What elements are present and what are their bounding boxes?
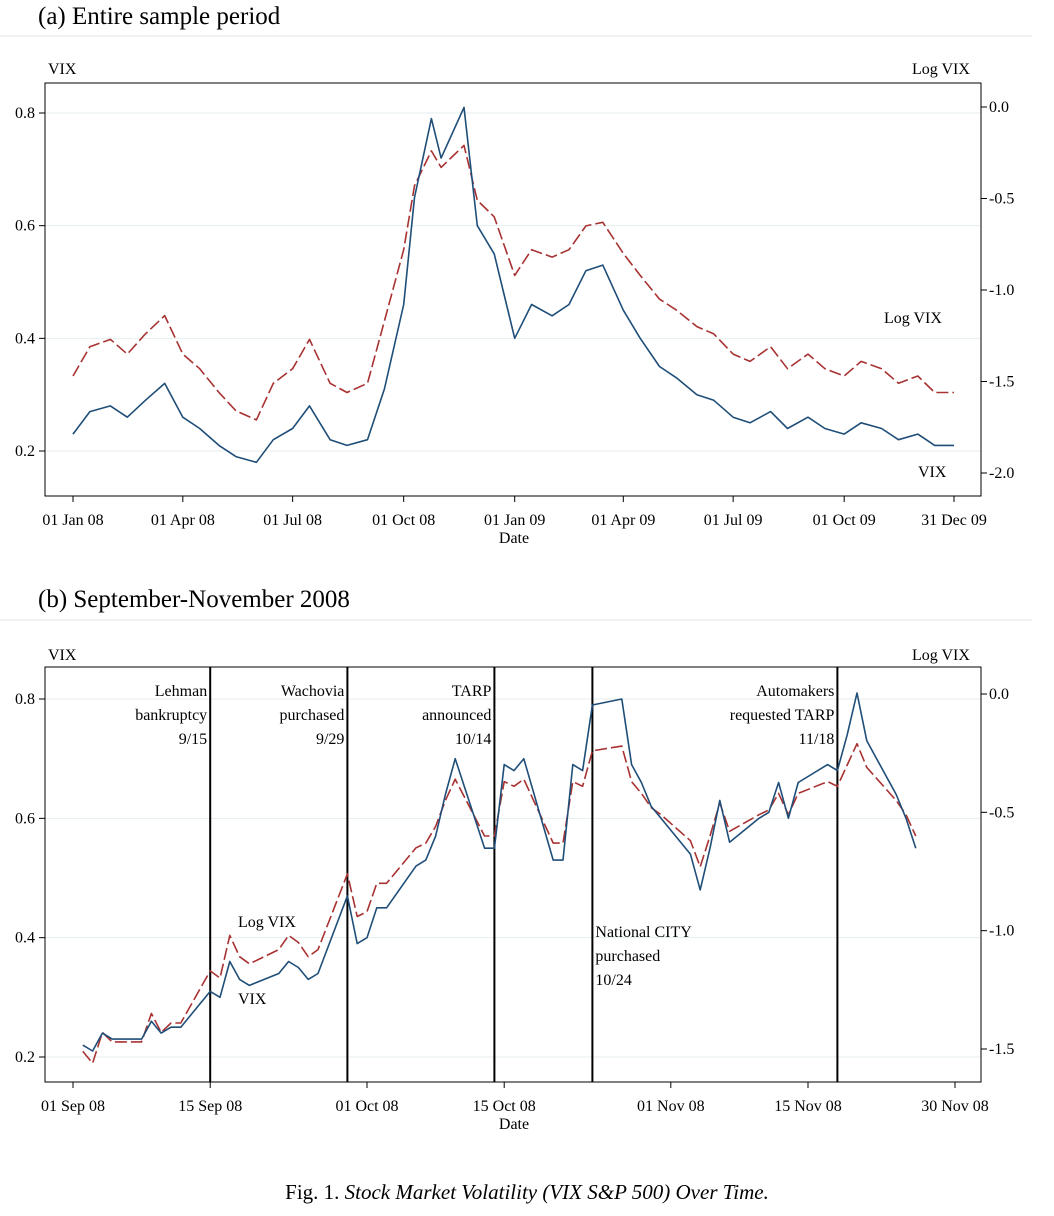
panel-b-ylabel-right: Log VIX [912, 647, 970, 664]
caption-prefix: Fig. 1. [285, 1180, 345, 1204]
x-tick-label: 01 Apr 09 [591, 512, 655, 529]
event-label: 9/15 [179, 731, 207, 748]
panel-b-plot-frame [44, 666, 982, 1083]
x-tick-label: 01 Jan 08 [42, 512, 103, 529]
y-tick-label-right: -1.5 [989, 1041, 1014, 1058]
panel-a-right-axis: 0.0 -0.5 -1.0 -1.5 -2.0 [981, 99, 1014, 482]
panel-a-plot-frame [44, 82, 982, 497]
panel-b: (b) September-November 2008 VIX Log VIX … [0, 586, 1032, 1133]
y-tick-label-left: 0.8 [15, 105, 35, 122]
y-tick-label-left: 0.6 [15, 218, 35, 235]
x-tick-label: 01 Oct 08 [335, 1098, 398, 1115]
panel-a-title: (a) Entire sample period [38, 3, 281, 30]
event-label: announced [422, 707, 491, 724]
panel-b-gridlines [45, 698, 981, 1058]
x-tick-label: 30 Nov 08 [921, 1098, 989, 1115]
panel-a-logvix-label: Log VIX [884, 310, 942, 327]
panel-b-ylabel-left: VIX [48, 647, 77, 664]
x-tick-label: 01 Oct 09 [813, 512, 876, 529]
event-label: purchased [280, 707, 345, 724]
x-tick-label: 01 Sep 08 [41, 1098, 105, 1115]
panel-a-gridlines [45, 112, 981, 452]
panel-a: (a) Entire sample period VIX Log VIX 0.2… [0, 3, 1032, 547]
x-tick-label: 15 Sep 08 [178, 1098, 242, 1115]
panel-a-x-axis: 01 Jan 08 01 Apr 08 01 Jul 08 01 Oct 08 01 J… [42, 496, 987, 529]
event-label: 9/29 [316, 731, 344, 748]
x-tick-label: 15 Oct 08 [473, 1098, 536, 1115]
x-tick-label: 01 Oct 08 [372, 512, 435, 529]
y-tick-label-right: -0.5 [989, 191, 1014, 208]
vix-line [72, 106, 954, 464]
caption-text: Stock Market Volatility (VIX S&P 500) Ov… [344, 1180, 769, 1204]
y-tick-label-left: 0.2 [15, 443, 35, 460]
event-label: 10/14 [455, 731, 491, 748]
y-tick-label-left: 0.4 [15, 330, 35, 347]
panel-b-series [82, 692, 917, 1064]
x-tick-label: 01 Jan 09 [484, 512, 545, 529]
panel-b-vix-label: VIX [238, 991, 267, 1008]
y-tick-label-left: 0.2 [15, 1049, 35, 1066]
event-label: Automakers [756, 683, 834, 700]
vix-line [82, 692, 917, 1052]
event-label: Wachovia [281, 683, 345, 700]
panel-a-left-axis: 0.2 0.4 0.6 0.8 [15, 105, 45, 460]
y-tick-label-left: 0.6 [15, 810, 35, 827]
panel-b-event-lines: Lehman bankruptcy 9/15 Wachovia purchased 9/2… [135, 667, 839, 1082]
y-tick-label-right: -1.5 [989, 374, 1014, 391]
event-label: purchased [595, 948, 660, 965]
event-label: National CITY [595, 924, 692, 941]
panel-a-ylabel-left: VIX [48, 61, 77, 78]
panel-b-title: (b) September-November 2008 [38, 586, 350, 613]
panel-b-x-axis: 01 Sep 08 15 Sep 08 01 Oct 08 15 Oct 08 01 N… [41, 1082, 989, 1115]
panel-a-ylabel-right: Log VIX [912, 61, 970, 78]
y-tick-label-right: -1.0 [989, 923, 1014, 940]
y-tick-label-right: 0.0 [989, 99, 1009, 116]
y-tick-label-right: 0.0 [989, 686, 1009, 703]
x-tick-label: 01 Jul 09 [704, 512, 763, 529]
event-label: requested TARP [730, 707, 835, 724]
event-label: 10/24 [595, 972, 631, 989]
x-tick-label: 01 Nov 08 [637, 1098, 705, 1115]
x-tick-label: 15 Nov 08 [774, 1098, 842, 1115]
panel-a-xlabel: Date [499, 530, 529, 547]
panel-b-right-axis: 0.0 -0.5 -1.0 -1.5 [981, 686, 1014, 1058]
panel-a-vix-label: VIX [918, 464, 947, 481]
event-label: TARP [452, 683, 492, 700]
y-tick-label-right: -2.0 [989, 465, 1014, 482]
y-tick-label-right: -0.5 [989, 804, 1014, 821]
log-vix-line [82, 742, 917, 1064]
panel-a-series [72, 106, 954, 464]
y-tick-label-left: 0.4 [15, 930, 35, 947]
y-tick-label-left: 0.8 [15, 691, 35, 708]
panel-b-xlabel: Date [499, 1116, 529, 1133]
panel-b-logvix-label: Log VIX [238, 914, 296, 931]
y-tick-label-right: -1.0 [989, 282, 1014, 299]
x-tick-label: 01 Apr 08 [151, 512, 215, 529]
panel-b-left-axis: 0.2 0.4 0.6 0.8 [15, 691, 45, 1066]
log-vix-line [72, 144, 954, 421]
event-label: bankruptcy [135, 707, 207, 724]
event-label: Lehman [155, 683, 207, 700]
x-tick-label: 01 Jul 08 [263, 512, 322, 529]
event-label: 11/18 [799, 731, 835, 748]
figure-caption: Fig. 1. Stock Market Volatility (VIX S&P… [0, 1180, 1054, 1205]
x-tick-label: 31 Dec 09 [921, 512, 987, 529]
